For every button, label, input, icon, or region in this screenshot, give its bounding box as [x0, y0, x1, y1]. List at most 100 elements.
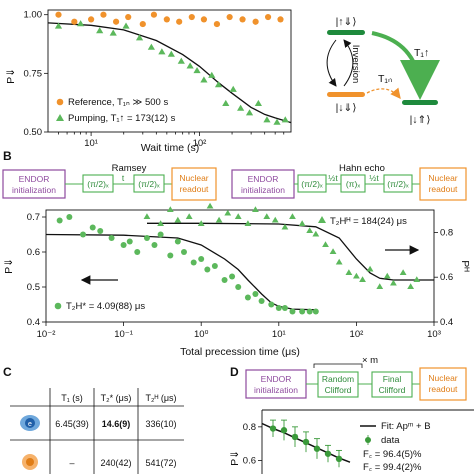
panel-a-level-diagram: |↑⇓⟩ |↓⇓⟩ |↓⇑⟩ Inversion T₁↑ T₁ₙ	[326, 16, 440, 126]
ramsey-point	[258, 298, 265, 304]
ramsey-sequence: Ramsey ENDOR initialization (π/2)ₓ t (π/…	[2, 163, 217, 201]
d-fidelity-c: F꜀ = 96.4(5)%	[363, 449, 422, 460]
ramsey-pulse2-box	[133, 174, 165, 193]
panel-a-xlabel: Wait time (s)	[141, 142, 200, 154]
hahn-endor-line2: initialization	[241, 185, 285, 195]
pumping-point	[208, 71, 216, 78]
d-final-line2: Clifford	[379, 385, 406, 395]
hahn-half2: ½t	[369, 173, 379, 183]
hahn-pulse1: (π/2)ₓ	[301, 179, 323, 189]
hahn-title: Hahn echo	[339, 163, 385, 174]
panel-b-chart: P⇓ Pᴴ Total precession time (μs) 0.4 0.5 0…	[3, 202, 471, 358]
panel-b-y2label: Pᴴ	[459, 260, 471, 272]
pumping-point	[54, 22, 63, 29]
ramsey-point	[174, 238, 181, 245]
ramsey-point	[56, 217, 63, 224]
d-readout-line1: Nuclear	[428, 373, 457, 383]
pumping-point	[109, 29, 117, 36]
nucleus-core-icon	[26, 458, 34, 466]
pumping-point	[245, 109, 254, 116]
panel-d-label: D	[230, 365, 239, 379]
table-header-t2h: T₂ᴴ (μs)	[145, 393, 176, 403]
table-header-t2star: T₂* (μs)	[101, 393, 132, 403]
panel-b-ylabel: P⇓	[3, 258, 15, 274]
ramsey-readout-line1: Nuclear	[179, 173, 208, 183]
hahn-point	[271, 216, 279, 223]
ramsey-point	[134, 249, 141, 255]
ramsey-point	[97, 228, 104, 234]
d-endor-line1: ENDOR	[261, 374, 292, 384]
pumping-point	[200, 76, 208, 83]
panel-d-ytick-label: 0.6	[243, 456, 256, 467]
hahn-point	[215, 216, 223, 223]
reference-point	[264, 13, 272, 21]
table-cell-electron-t2h: 336(10)	[145, 419, 176, 429]
ramsey-point	[229, 273, 236, 280]
reference-point	[252, 18, 259, 25]
hahn-fit-curve	[147, 222, 434, 281]
ramsey-point	[289, 308, 296, 315]
ramsey-point	[151, 242, 158, 248]
hahn-pulse3-box	[383, 174, 413, 193]
d-data-point	[313, 445, 321, 452]
reference-point	[163, 16, 170, 23]
table-header-t1: T₁ (s)	[61, 393, 83, 403]
hahn-point	[329, 248, 337, 255]
reference-point	[188, 13, 195, 21]
ramsey-title: Ramsey	[112, 163, 147, 174]
hahn-point	[335, 258, 343, 265]
d-data-point	[280, 427, 288, 434]
d-data-point	[269, 425, 277, 432]
ramsey-point	[306, 308, 313, 315]
panel-b-axes-frame	[45, 209, 435, 323]
hahn-point	[224, 209, 232, 216]
ramsey-point	[211, 263, 218, 269]
ramsey-readout-box	[171, 167, 217, 201]
panel-d-ytick-label: 0.8	[243, 422, 256, 433]
panel-a-xtick-label: 10²	[193, 138, 207, 149]
hahn-pulse3: (π/2)ₓ	[387, 179, 409, 189]
table-cell-nucleus-t1: –	[69, 458, 74, 468]
panel-b-ytick-label: 0.4	[27, 317, 40, 328]
d-readout-line2: readout	[429, 384, 458, 394]
pumping-point	[147, 43, 155, 50]
hahn-point	[263, 213, 271, 220]
ramsey-endor-line2: initialization	[12, 185, 56, 195]
ramsey-point	[66, 214, 73, 220]
hahn-point	[298, 220, 306, 227]
pumping-point	[167, 50, 175, 57]
reference-point	[71, 18, 78, 25]
hahn-point	[143, 213, 151, 220]
ramsey-fit-curve	[45, 233, 316, 311]
d-endor-line2: initialization	[254, 385, 298, 395]
pumping-point	[158, 48, 166, 55]
table-cell-electron-t1: 6.45(39)	[55, 419, 89, 429]
pumping-point	[263, 116, 271, 123]
reference-point	[239, 16, 246, 23]
reference-point	[112, 18, 120, 25]
pumping-point	[254, 99, 262, 107]
ramsey-point	[108, 235, 115, 241]
ramsey-point	[312, 308, 319, 315]
ramsey-point	[80, 231, 87, 238]
ramsey-point	[120, 242, 127, 248]
pumping-point	[214, 81, 223, 88]
panel-c-table: T₁ (s) T₂* (μs) T₂ᴴ (μs) e 6.45(39) 14.6…	[10, 388, 184, 474]
pumping-point	[122, 22, 130, 29]
hahn-point	[197, 220, 205, 227]
hahn-pulse2: (π)ₓ	[346, 179, 361, 189]
hahn-point	[174, 216, 182, 223]
pumping-point	[96, 27, 104, 34]
panel-b-ytick-label: 0.6	[27, 247, 40, 258]
ramsey-delay: t	[122, 173, 125, 183]
hahn-point	[252, 206, 259, 213]
hahn-half1: ½t	[328, 173, 338, 183]
d-legend-fit-label: Fit: Apᵐ + B	[381, 421, 431, 432]
table-row-electron: e 6.45(39) 14.6(9) 336(10)	[20, 415, 177, 431]
ramsey-point	[281, 305, 288, 311]
hahn-endor-line1: ENDOR	[248, 174, 279, 184]
panel-a-ylabel: P⇓	[5, 68, 17, 84]
inversion-arrow-down	[326, 39, 337, 87]
hahn-point	[376, 283, 384, 290]
